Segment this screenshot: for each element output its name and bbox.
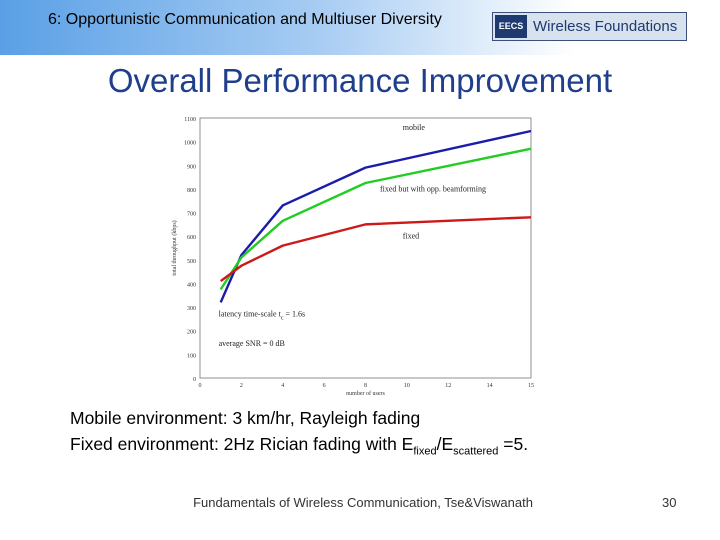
course-title: 6: Opportunistic Communication and Multi…	[48, 11, 442, 28]
x-tick-label: 8	[364, 383, 367, 389]
series-line-fixed	[219, 216, 532, 283]
y-tick-label: 900	[187, 164, 196, 170]
y-tick-label: 700	[187, 212, 196, 218]
annotation-snr: average SNR = 0 dB	[219, 339, 285, 348]
caption-fixed-prefix: Fixed environment: 2Hz Rician fading wit…	[70, 434, 414, 454]
footer-text: Fundamentals of Wireless Communication, …	[193, 495, 533, 510]
y-tick-label: 1000	[184, 141, 196, 147]
throughput-chart: 0 100 200 300 400 500 600 700 800 900 1000 1100 0 2 4 6…	[170, 110, 542, 400]
caption-fixed-suffix: =5.	[498, 434, 529, 454]
series-label: fixed but with opp. beamforming	[380, 184, 486, 193]
y-tick-label: 500	[187, 259, 196, 265]
y-tick-label: 100	[187, 353, 196, 359]
x-tick-label: 15	[528, 383, 534, 389]
chart-svg: 0 100 200 300 400 500 600 700 800 900 1000 1100 0 2 4 6…	[171, 117, 534, 397]
y-axis-label: total throughput (kbps)	[171, 220, 178, 275]
caption-fixed: Fixed environment: 2Hz Rician fading wit…	[70, 431, 528, 465]
caption: Mobile environment: 3 km/hr, Rayleigh fa…	[70, 405, 528, 465]
y-tick-label: 300	[187, 306, 196, 312]
series-label: mobile	[403, 123, 426, 132]
chart-series	[219, 129, 532, 303]
x-tick-label: 0	[199, 383, 202, 389]
y-tick-label: 400	[187, 282, 196, 288]
x-tick-label: 6	[323, 383, 326, 389]
chart-labels: 0 100 200 300 400 500 600 700 800 900 1000 1100 0 2 4 6…	[171, 117, 534, 397]
series-label: fixed	[403, 232, 419, 241]
y-tick-label: 1100	[184, 117, 196, 123]
y-tick-label: 0	[193, 377, 196, 383]
y-tick-label: 800	[187, 188, 196, 194]
caption-fixed-sub2: scattered	[453, 445, 499, 458]
wireless-foundations-logo: EECS Wireless Foundations	[492, 12, 687, 41]
y-tick-label: 200	[187, 330, 196, 336]
caption-fixed-sub1: fixed	[413, 445, 437, 458]
page-number: 30	[662, 495, 677, 510]
x-tick-label: 14	[487, 383, 493, 389]
x-axis-label: number of users	[346, 390, 385, 397]
x-tick-label: 4	[281, 383, 284, 389]
y-tick-label: 600	[187, 235, 196, 241]
x-tick-label: 2	[240, 383, 243, 389]
eecs-logo-mark: EECS	[495, 15, 527, 38]
slide-title: Overall Performance Improvement	[107, 62, 613, 99]
caption-fixed-mid: /E	[436, 434, 454, 454]
series-line-fixed	[219, 147, 532, 291]
annotation-latency: latency time-scale tc = 1.6s	[219, 310, 306, 322]
logo-text: Wireless Foundations	[533, 18, 678, 35]
x-tick-label: 12	[445, 383, 451, 389]
caption-mobile: Mobile environment: 3 km/hr, Rayleigh fa…	[70, 408, 421, 428]
x-tick-label: 10	[404, 383, 410, 389]
